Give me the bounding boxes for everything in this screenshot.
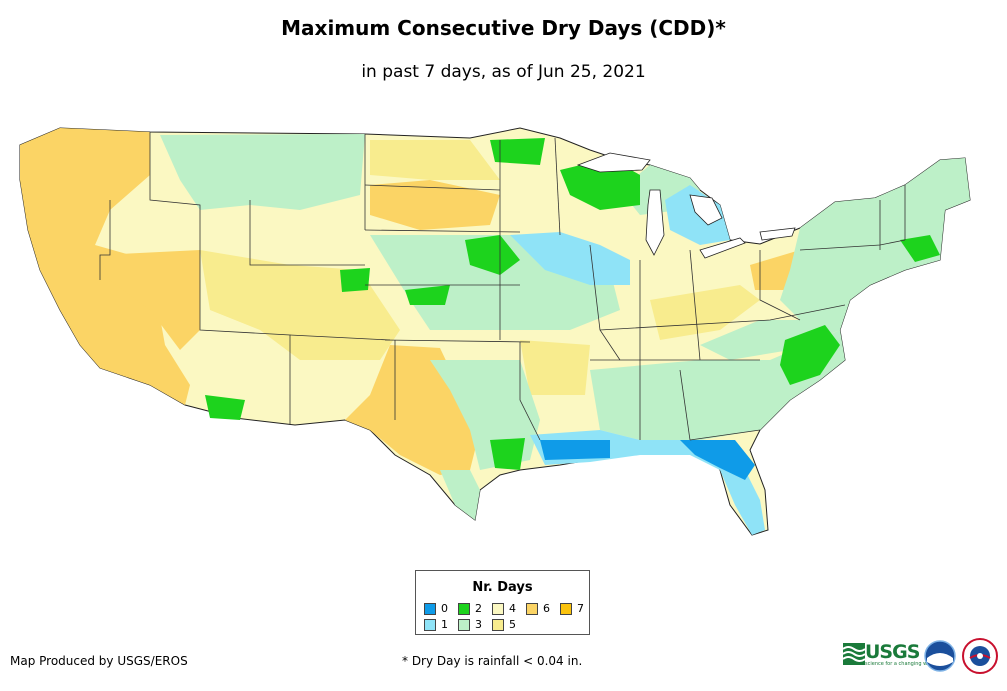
legend: Nr. Days 0 1 2 3 4 5 6 7 <box>415 570 590 635</box>
legend-label: 0 <box>441 602 448 615</box>
legend-item-6: 6 <box>526 603 550 615</box>
lake-huron <box>689 194 723 226</box>
legend-swatch <box>424 603 436 615</box>
usgs-logo: USGS science for a changing world <box>843 641 937 667</box>
legend-item-4: 4 <box>492 603 516 615</box>
region-2days-nc <box>780 325 840 385</box>
map-subtitle: in past 7 days, as of Jun 25, 2021 <box>361 62 646 82</box>
region-2days-kansas <box>405 285 450 305</box>
legend-swatch <box>492 603 504 615</box>
state-boundaries <box>99 132 906 441</box>
noaa-logo-icon <box>924 640 956 672</box>
legend-label: 1 <box>441 618 448 631</box>
region-3days-southeast <box>590 330 845 440</box>
legend-item-0: 0 <box>424 603 448 615</box>
map-title: Maximum Consecutive Dry Days (CDD)* <box>281 16 726 40</box>
region-0days-florida <box>680 440 755 480</box>
region-3days-texas-south <box>440 470 480 520</box>
lake-michigan <box>645 189 665 256</box>
legend-swatch <box>526 603 538 615</box>
legend-label: 7 <box>577 602 584 615</box>
map-credit: Map Produced by USGS/EROS <box>10 654 188 668</box>
legend-label: 2 <box>475 602 482 615</box>
region-3days-northwest <box>160 134 365 210</box>
region-5days-ohio <box>650 285 760 340</box>
legend-item-2: 2 <box>458 603 482 615</box>
usgs-tagline: science for a changing world <box>865 661 937 667</box>
legend-title: Nr. Days <box>472 580 533 595</box>
legend-label: 4 <box>509 602 516 615</box>
nws-logo-icon <box>962 638 998 674</box>
region-2days-ne <box>900 235 940 262</box>
legend-item-3: 3 <box>458 619 482 631</box>
legend-label: 6 <box>543 602 550 615</box>
legend-swatch <box>458 603 470 615</box>
region-3days-appalachia <box>700 300 840 360</box>
dry-day-footnote: * Dry Day is rainfall < 0.04 in. <box>402 654 583 668</box>
lake-ontario <box>759 227 796 241</box>
region-2days-south-tx <box>490 438 525 470</box>
legend-item-7: 7 <box>560 603 584 615</box>
region-2days-arizona <box>205 395 245 420</box>
legend-swatch <box>424 619 436 631</box>
legend-swatch <box>458 619 470 631</box>
usgs-wordmark: USGS <box>865 641 920 663</box>
region-2days-iowa <box>465 235 520 275</box>
legend-label: 5 <box>509 618 516 631</box>
lake-erie <box>699 237 746 259</box>
region-6days-nevada <box>100 250 200 350</box>
region-2days-colorado <box>340 268 370 292</box>
region-0days-louisiana <box>540 440 610 460</box>
legend-label: 3 <box>475 618 482 631</box>
region-5days-montana <box>370 140 500 180</box>
legend-swatch <box>560 603 572 615</box>
region-1day-iowa-illinois <box>510 232 630 285</box>
legend-item-5: 5 <box>492 619 516 631</box>
region-2days-nd <box>490 138 545 165</box>
region-5days-arkansas <box>520 340 590 395</box>
region-6days-sd <box>370 180 500 230</box>
region-3days-northeast <box>780 158 970 330</box>
legend-swatch <box>492 619 504 631</box>
legend-item-1: 1 <box>424 619 448 631</box>
usgs-wave-icon <box>843 643 865 665</box>
lake-superior <box>576 152 651 173</box>
